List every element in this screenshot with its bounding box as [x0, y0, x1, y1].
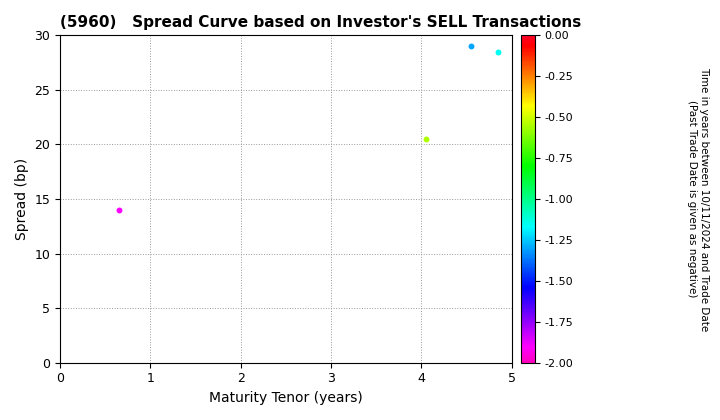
- Text: (5960)   Spread Curve based on Investor's SELL Transactions: (5960) Spread Curve based on Investor's …: [60, 15, 582, 30]
- Point: [465, 43, 477, 50]
- Y-axis label: Spread (bp): Spread (bp): [15, 158, 29, 240]
- X-axis label: Maturity Tenor (years): Maturity Tenor (years): [209, 391, 363, 405]
- Point: [420, 136, 432, 142]
- Point: [492, 48, 504, 55]
- Y-axis label: Time in years between 10/11/2024 and Trade Date
(Past Trade Date is given as neg: Time in years between 10/11/2024 and Tra…: [687, 67, 708, 331]
- Point: [113, 207, 125, 213]
